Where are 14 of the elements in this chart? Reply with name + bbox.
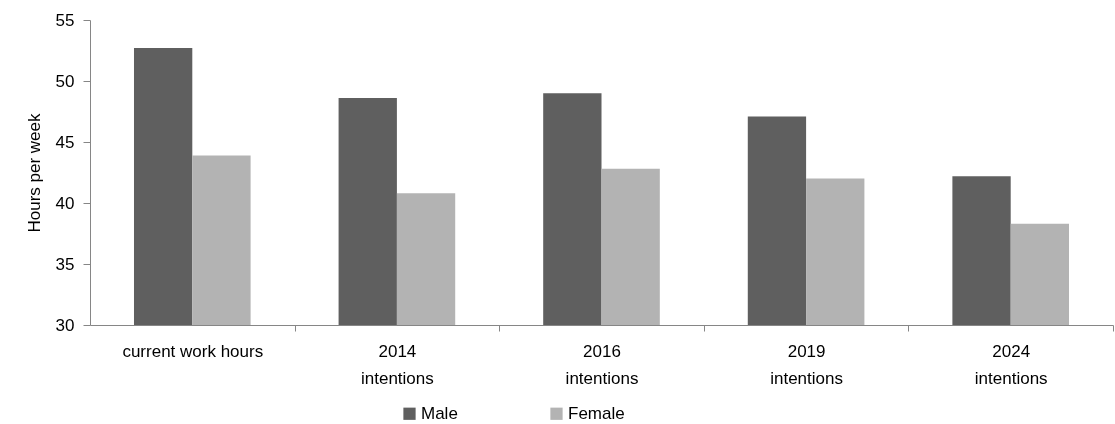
y-tick-label: 50 [55, 71, 75, 91]
x-tick-label: 2014 intentions [361, 341, 434, 388]
y-tick-label: 35 [55, 254, 75, 274]
y-tick-label: 40 [55, 193, 75, 213]
x-tick-label: 2019 intentions [770, 341, 843, 388]
x-tick-label: 2024 intentions [974, 341, 1048, 388]
legend-label: Female [568, 403, 625, 423]
legend-label: Male [421, 403, 458, 423]
y-axis-title: Hours per week [24, 112, 44, 233]
y-tick-label: 45 [55, 132, 75, 152]
y-tick-label: 55 [55, 10, 75, 30]
x-tick-label: current work hours [122, 341, 264, 361]
x-tick-label: 2016 intentions [565, 341, 639, 388]
y-tick-label: 30 [55, 315, 75, 335]
